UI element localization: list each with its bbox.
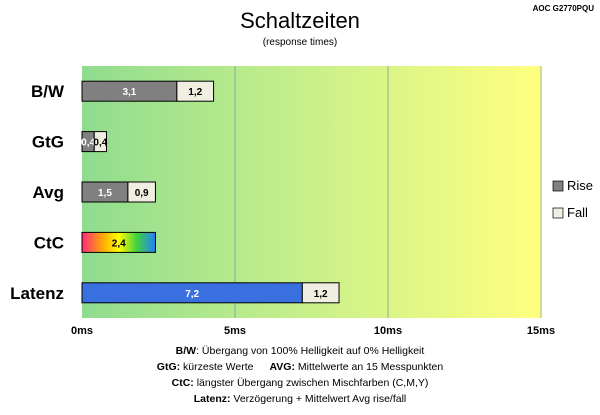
category-label: GtG <box>32 133 64 152</box>
bar-fall-label: 1,2 <box>188 87 202 98</box>
footnote-ctc: CtC: längster Übergang zwischen Mischfar… <box>172 377 429 389</box>
legend-label-rise: Rise <box>567 178 593 193</box>
bar-rise-label: 2,4 <box>112 238 126 249</box>
legend-swatch-fall <box>552 207 564 219</box>
footnote-latenz: Latenz: Verzögerung + Mittelwert Avg ris… <box>194 393 407 405</box>
x-tick-label: 0ms <box>71 325 93 337</box>
legend-swatch-rise <box>552 180 564 192</box>
legend-label-fall: Fall <box>567 205 588 220</box>
bar-rise-label: 7,2 <box>185 289 199 300</box>
x-tick-label: 15ms <box>527 325 555 337</box>
category-label: CtC <box>34 233 64 252</box>
category-label: Latenz <box>10 284 64 303</box>
category-label: B/W <box>31 82 65 101</box>
bar-fall <box>127 181 156 203</box>
category-label: Avg <box>33 183 65 202</box>
bar-rise-label: 1,5 <box>98 188 112 199</box>
bar-fall <box>301 282 340 304</box>
x-tick-label: 5ms <box>224 325 246 337</box>
bar-fall <box>93 131 107 153</box>
x-tick-label: 10ms <box>374 325 402 337</box>
x-axis-ticks: 0ms 5ms 10ms 15ms <box>71 325 555 337</box>
chart-subtitle: (response times) <box>263 37 337 48</box>
bar-fall-label: 0,9 <box>135 188 149 199</box>
footnote-bw: B/W: Übergang von 100% Helligkeit auf 0%… <box>176 345 425 357</box>
bar-fall-label: 0,4 <box>93 138 107 149</box>
chart-title: Schaltzeiten <box>240 8 360 33</box>
legend: Rise Fall <box>552 178 593 220</box>
bar-rise-label: 3,1 <box>122 87 136 98</box>
bar-rise <box>81 231 156 253</box>
bar-rise-label: 0,4 <box>81 138 95 149</box>
model-label: AOC G2770PQU <box>533 4 595 13</box>
bar-fall <box>176 80 215 102</box>
plot-area <box>82 66 541 318</box>
gridlines <box>234 66 542 318</box>
bars: 3,1 1,2 0,40,4 1,5 0,9 2,4 7,2 1,2 <box>81 80 340 304</box>
footnote-gtg-avg: GtG: kürzeste Werte AVG: Mittelwerte an 1… <box>157 361 444 373</box>
category-labels: B/W GtG Avg CtC Latenz <box>10 82 65 303</box>
footnotes: B/W: Übergang von 100% Helligkeit auf 0%… <box>157 345 444 405</box>
bar-fall-label: 1,2 <box>314 289 328 300</box>
